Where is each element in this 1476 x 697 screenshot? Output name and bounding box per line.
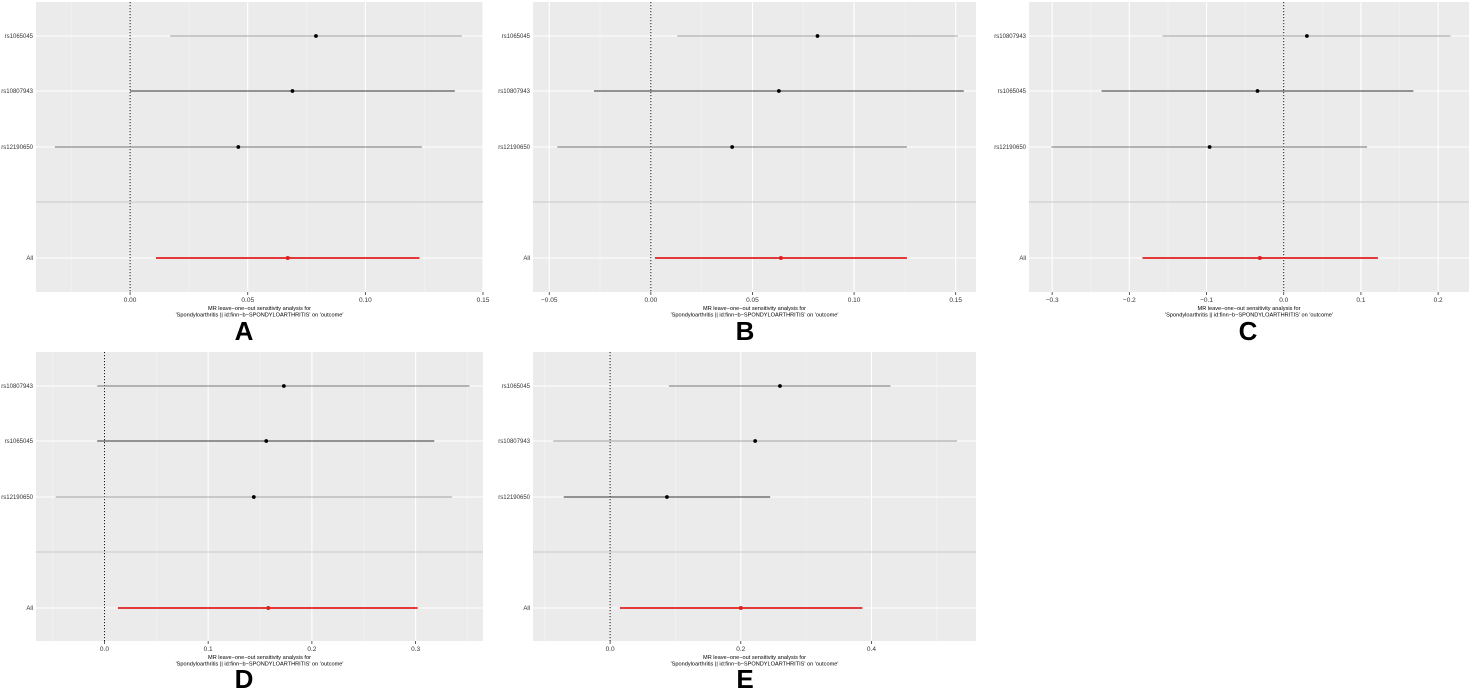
row-label-all-d: All [26,606,33,612]
snp-label-rs12190650: rs12190650 [1,145,33,151]
snp-label-rs1065045: rs1065045 [502,34,531,40]
estimate-point-rs12190650 [236,145,241,149]
x-tick-label-e: 0.0 [606,646,615,653]
x-axis-title-b: MR leave−one−out sensitivity analysis fo… [703,306,806,312]
estimate-point-all-e [738,606,743,610]
snp-label-rs1065045: rs1065045 [998,89,1027,95]
estimate-point-rs10807943 [281,384,286,388]
x-axis-title-a: 'Spondyloarthritis || id:finn−b−SPONDYLO… [176,313,344,319]
x-axis-title-d: 'Spondyloarthritis || id:finn−b−SPONDYLO… [176,662,344,668]
panel-c: rs10807943 rs1065045 rs12190650 All −0.3 −0.2… [986,0,1476,350]
snp-label-rs1065045: rs1065045 [5,34,34,40]
estimate-point-rs10807943 [1304,34,1309,38]
snp-label-rs10807943: rs10807943 [498,89,530,95]
estimate-point-all-a [285,256,290,260]
estimate-point-all-c [1257,256,1262,260]
x-tick-label-c: 0.2 [1434,297,1443,304]
forest-plot-e: rs1065045 rs10807943 rs12190650 All 0.0 0.2 0.… [498,352,976,668]
panel-letter-c: C [1238,316,1258,346]
snp-label-rs12190650: rs12190650 [498,495,530,501]
estimate-point-rs12190650 [730,145,735,149]
x-tick-label-c: −0.1 [1200,297,1213,304]
x-tick-label-e: 0.4 [867,646,876,653]
panel-d: rs10807943 rs1065045 rs12190650 All 0.0 0.1 0.… [0,350,490,697]
panel-letter-a: A [234,316,254,346]
panel-letter-e: E [736,664,754,694]
forest-plot-a: rs1065045 rs10807943 rs12190650 All 0.00 0.05… [1,2,490,319]
row-label-all-e: All [523,606,530,612]
snp-label-rs10807943: rs10807943 [498,439,530,445]
snp-label-rs10807943: rs10807943 [994,34,1026,40]
x-tick-label-a: 0.05 [241,297,254,304]
forest-plot-c: rs10807943 rs1065045 rs12190650 All −0.3 −0.2… [994,2,1469,319]
estimate-point-rs1065045 [264,439,269,443]
estimate-point-rs1065045 [815,34,820,38]
x-axis-title-c: MR leave−one−out sensitivity analysis fo… [1198,306,1301,312]
x-tick-label-d: 0.1 [204,646,213,653]
estimate-point-rs12190650 [251,495,256,499]
x-axis-title-d: MR leave−one−out sensitivity analysis fo… [208,655,311,661]
snp-label-rs12190650: rs12190650 [498,145,530,151]
panel-letter-b: B [735,316,755,346]
forest-plot-d: rs10807943 rs1065045 rs12190650 All 0.0 0.1 0.… [1,352,483,668]
x-tick-label-b: −0.05 [541,297,558,304]
estimate-point-rs1065045 [314,34,318,38]
x-tick-label-c: 0.1 [1356,297,1365,304]
x-axis-title-c: 'Spondyloarthritis || id:finn−b−SPONDYLO… [1165,313,1333,319]
x-axis-title-e: MR leave−one−out sensitivity analysis fo… [703,655,806,661]
snp-label-rs12190650: rs12190650 [1,495,33,501]
snp-label-rs1065045: rs1065045 [502,384,531,390]
panel-a: rs1065045 rs10807943 rs12190650 All 0.00 0.05… [0,0,490,350]
x-axis-title-a: MR leave−one−out sensitivity analysis fo… [208,306,311,312]
x-tick-label-b: 0.15 [949,297,962,304]
row-label-all-a: All [26,256,33,262]
panel-b: rs1065045 rs10807943 rs12190650 All −0.05 0.0… [493,0,983,350]
x-tick-label-c: −0.3 [1046,297,1059,304]
estimate-point-rs10807943 [290,89,295,93]
estimate-point-rs10807943 [753,439,758,443]
x-tick-label-a: 0.15 [477,297,490,304]
estimate-point-rs12190650 [665,495,669,499]
x-axis-title-b: 'Spondyloarthritis || id:finn−b−SPONDYLO… [671,313,839,319]
x-tick-label-d: 0.2 [307,646,316,653]
panel-e: rs1065045 rs10807943 rs12190650 All 0.0 0.2 0.… [493,350,983,697]
panel-letter-d: D [234,664,254,694]
x-tick-label-b: 0.10 [848,297,861,304]
x-tick-label-d: 0.0 [100,646,109,653]
row-label-all-b: All [523,256,530,262]
estimate-point-all-d [266,606,271,610]
snp-label-rs10807943: rs10807943 [1,384,33,390]
x-tick-label-e: 0.2 [736,646,745,653]
x-tick-label-b: 0.05 [746,297,759,304]
row-label-all-c: All [1019,256,1026,262]
forest-plot-b: rs1065045 rs10807943 rs12190650 All −0.05 0.0… [498,2,976,319]
x-tick-label-c: −0.2 [1123,297,1136,304]
x-tick-label-d: 0.3 [411,646,420,653]
x-tick-label-b: 0.00 [645,297,658,304]
x-tick-label-a: 0.00 [124,297,137,304]
x-tick-label-c: 0.0 [1279,297,1288,304]
estimate-point-rs1065045 [778,384,782,388]
snp-label-rs1065045: rs1065045 [5,439,34,445]
estimate-point-all-b [778,256,783,260]
estimate-point-rs1065045 [1255,89,1260,93]
x-tick-label-a: 0.10 [359,297,372,304]
snp-label-rs12190650: rs12190650 [994,145,1026,151]
estimate-point-rs12190650 [1207,145,1212,149]
estimate-point-rs10807943 [776,89,781,93]
x-axis-title-e: 'Spondyloarthritis || id:finn−b−SPONDYLO… [671,662,839,668]
snp-label-rs10807943: rs10807943 [1,89,33,95]
